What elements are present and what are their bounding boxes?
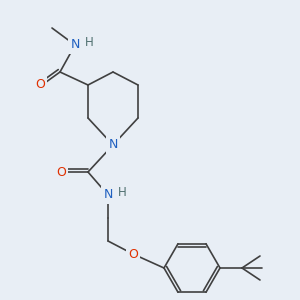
Text: O: O	[56, 166, 66, 178]
Text: H: H	[118, 187, 126, 200]
Text: O: O	[128, 248, 138, 260]
Text: H: H	[85, 37, 93, 50]
Text: N: N	[103, 188, 113, 202]
Text: N: N	[70, 38, 80, 52]
Text: N: N	[108, 139, 118, 152]
Text: O: O	[35, 79, 45, 92]
